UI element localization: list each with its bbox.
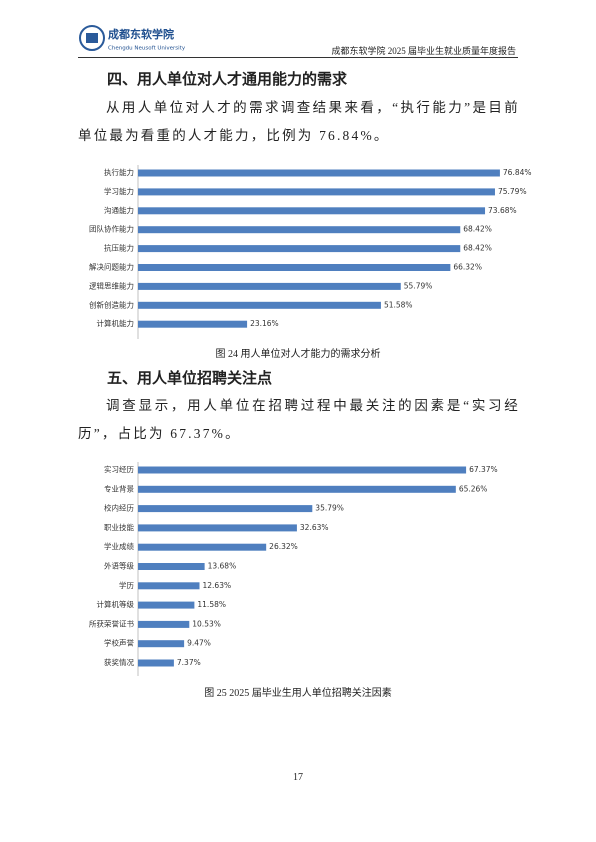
bar (138, 264, 451, 271)
bar (138, 582, 200, 590)
value-label: 55.79% (404, 281, 433, 290)
bar (138, 601, 195, 609)
category-label: 外语等级 (104, 561, 134, 571)
value-label: 76.84% (503, 168, 532, 177)
figure-caption: 图 24 用人单位对人才能力的需求分析 (215, 349, 381, 360)
chart-container: 实习经历 67.37% 专业背景 65.26% 校内经历 35.79% 职业技能 32.63%… (0, 460, 596, 681)
value-label: 9.47% (187, 639, 211, 648)
value-label: 68.42% (463, 244, 492, 253)
bar (138, 620, 190, 628)
bar (138, 563, 205, 570)
category-label: 计算机能力 (97, 318, 135, 328)
value-label: 68.42% (463, 225, 492, 234)
chart-container: 执行能力 76.84% 学习能力 75.79% 沟通能力 73.68% 团队协作能力 68.4… (0, 163, 596, 344)
bar (138, 282, 401, 290)
value-label: 75.79% (498, 187, 527, 196)
value-label: 23.16% (250, 319, 279, 328)
bar (138, 301, 381, 309)
value-label: 10.53% (192, 619, 221, 628)
value-label: 67.37% (469, 465, 498, 474)
logo-subtitle: Chengdu Neusoft University (108, 46, 186, 52)
bar (138, 169, 500, 177)
category-label: 所获荣誉证书 (89, 618, 134, 628)
bar (138, 188, 495, 196)
value-label: 73.68% (488, 206, 517, 215)
value-label: 66.32% (453, 263, 482, 272)
category-label: 职业技能 (104, 522, 134, 532)
category-label: 校内经历 (104, 503, 134, 513)
value-label: 12.63% (203, 581, 232, 590)
category-label: 执行能力 (104, 167, 134, 177)
value-label: 51.58% (384, 300, 413, 309)
category-label: 专业背景 (104, 483, 134, 493)
bar (138, 226, 461, 234)
report-title: 成都东软学院 2025 届毕业生就业质量年度报告 (331, 46, 516, 56)
bar-chart: 实习经历 67.37% 专业背景 65.26% 校内经历 35.79% 职业技能 32.63%… (89, 462, 498, 681)
bar (138, 543, 267, 551)
value-label: 13.68% (208, 562, 237, 571)
category-label: 逻辑思维能力 (89, 280, 134, 290)
bar (138, 524, 297, 532)
value-label: 65.26% (459, 484, 488, 493)
bar (138, 640, 185, 648)
header-rule (78, 57, 518, 58)
paragraph: 从用人单位对人才的需求调查结果来看，“执行能力”是目前单位最为看重的人才能力，比… (78, 100, 520, 143)
category-label: 解决问题能力 (89, 262, 134, 272)
page-number: 17 (293, 772, 303, 783)
category-label: 沟通能力 (104, 205, 134, 215)
value-label: 26.32% (269, 542, 298, 551)
category-label: 学校声誉 (104, 638, 134, 648)
bar (138, 245, 461, 253)
category-label: 获奖情况 (104, 657, 134, 667)
value-label: 11.58% (197, 600, 226, 609)
category-label: 抗压能力 (104, 243, 134, 253)
bar (138, 659, 174, 667)
bar-chart: 执行能力 76.84% 学习能力 75.79% 沟通能力 73.68% 团队协作能力 68.4… (89, 165, 532, 342)
bar (138, 505, 313, 513)
bar (138, 466, 467, 474)
figure-caption: 图 25 2025 届毕业生用人单位招聘关注因素 (204, 688, 392, 699)
logo-name: 成都东软学院 (108, 27, 174, 41)
bar (138, 207, 486, 215)
category-label: 计算机等级 (97, 599, 135, 609)
section-heading: 四、用人单位对人才通用能力的需求 (107, 71, 348, 88)
paragraph: 调查显示，用人单位在招聘过程中最关注的因素是“实习经历”，占比为 67.37%。 (78, 398, 520, 441)
category-label: 学习能力 (104, 186, 134, 196)
bar (138, 485, 456, 493)
value-label: 7.37% (177, 658, 201, 667)
value-label: 32.63% (300, 523, 329, 532)
value-label: 35.79% (315, 504, 344, 513)
section-heading: 五、用人单位招聘关注点 (107, 370, 273, 387)
category-label: 学历 (119, 580, 134, 590)
category-label: 团队协作能力 (89, 224, 134, 234)
logo: 成都东软学院 Chengdu Neusoft University (79, 25, 186, 52)
category-label: 创新创造能力 (89, 299, 134, 309)
category-label: 学业成绩 (104, 541, 134, 551)
bar (138, 320, 248, 328)
category-label: 实习经历 (104, 464, 134, 474)
